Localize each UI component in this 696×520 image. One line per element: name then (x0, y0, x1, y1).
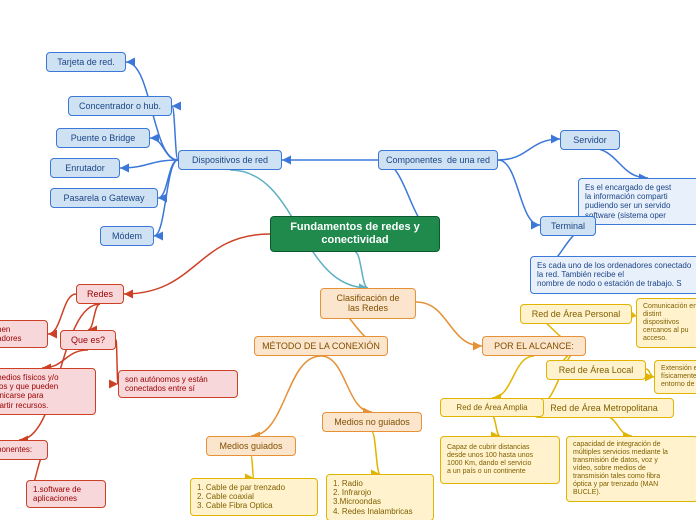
edge-redes-tienen (48, 294, 76, 334)
node-enru: Enrutador (50, 158, 120, 178)
edge-guia-guiaL (251, 456, 254, 478)
edge-disp-conc (172, 106, 178, 160)
edge-disp-enru (120, 160, 178, 168)
node-comp: Componentes de una red (378, 150, 498, 170)
node-manT: capacidad de integración de múltiples se… (566, 436, 696, 502)
edge-lan-lanT (646, 369, 654, 377)
node-root: Fundamentos de redes y conectividad (270, 216, 440, 252)
node-pasa: Pasarela o Gateway (50, 188, 158, 208)
edge-disp-puen (150, 138, 178, 160)
node-guia: Medios guiados (206, 436, 296, 456)
edge-comp-term (498, 160, 540, 225)
node-lan: Red de Área Local (546, 360, 646, 380)
edge-root-clas (355, 252, 368, 288)
edge-clas-alc (416, 302, 482, 346)
edge-metodo-noguia (321, 356, 372, 412)
node-soft: 1.software de aplicaciones (26, 480, 106, 508)
edge-alc-wan (492, 356, 534, 398)
edge-redes-que (88, 304, 100, 330)
node-disp: Dispositivos de red (178, 150, 282, 170)
node-lanT: Extensión es físicamente . entorno de (654, 360, 696, 394)
node-metodo: MÉTODO DE LA CONEXIÓN (254, 336, 388, 356)
edge-wan-wanT (492, 416, 500, 436)
node-clas: Clasificación de las Redes (320, 288, 416, 319)
node-guiaL: 1. Cable de par trenzado 2. Cable coaxia… (190, 478, 318, 516)
edge-que-mediosT (42, 350, 88, 368)
node-noguia: Medios no guiados (322, 412, 422, 432)
node-termT: Es cada uno de los ordenadores conectado… (530, 256, 696, 294)
node-wan: Red de Área Amplia (440, 398, 544, 417)
node-auton: son autónomos y están conectados entre s… (118, 370, 238, 398)
node-alc: POR EL ALCANCE: (482, 336, 586, 356)
node-mediosT: medios físicos y/o cos y que pueden unic… (0, 368, 96, 415)
edge-man-manT (604, 416, 632, 436)
node-conc: Concentrador o hub. (68, 96, 172, 116)
node-term: Terminal (540, 216, 596, 236)
node-compo: ponentes: (0, 440, 48, 460)
node-tienen: nen adores (0, 320, 48, 348)
node-serv: Servidor (560, 130, 620, 150)
edge-noguia-noguiaL (372, 432, 380, 474)
node-tarj: Tarjeta de red. (46, 52, 126, 72)
node-puen: Puente o Bridge (56, 128, 150, 148)
node-redes: Redes (76, 284, 124, 304)
node-noguiaL: 1. Radio 2. Infrarojo 3.Microondas 4. Re… (326, 474, 434, 520)
edge-comp-serv (498, 139, 560, 160)
node-panT: Comunicación entre distint dispositivos … (636, 298, 696, 348)
node-que: Que es? (60, 330, 116, 350)
node-wanT: Capaz de cubrir distancias desde unos 10… (440, 436, 560, 484)
node-pan: Red de Área Personal (520, 304, 632, 324)
edge-disp-pasa (158, 160, 178, 198)
node-man: Red de Área Metropolitana (534, 398, 674, 418)
node-mode: Módem (100, 226, 154, 246)
edge-metodo-guia (251, 356, 321, 436)
edge-serv-servT (590, 148, 648, 178)
